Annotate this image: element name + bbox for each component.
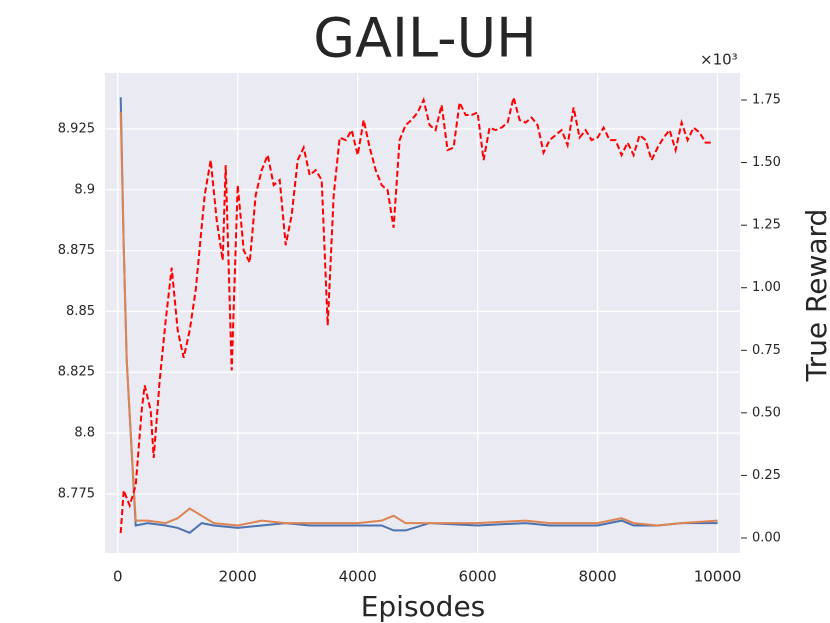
y2-tick-label: 0.00	[752, 530, 781, 545]
y-tick-label: 8.875	[58, 243, 95, 258]
y2-tick-label: 0.75	[752, 343, 781, 358]
y2-axis-label: True Reward	[800, 209, 830, 383]
y2-multiplier: ×10³	[700, 51, 738, 69]
plot-area	[105, 73, 740, 553]
chart-title: GAIL-UH	[313, 7, 536, 70]
data-line	[119, 97, 718, 534]
x-tick-label: 10000	[694, 568, 742, 586]
y2-tick-label: 1.00	[752, 280, 781, 295]
x-tick-label: 8000	[579, 568, 617, 586]
data-line	[119, 97, 712, 534]
x-tick-label: 2000	[219, 568, 257, 586]
data-line	[119, 111, 718, 527]
y-tick-label: 8.825	[58, 365, 95, 380]
y-tick-label: 8.85	[66, 304, 95, 319]
y-tick-label: 8.8	[74, 426, 95, 441]
y2-tick-label: 1.25	[752, 218, 781, 233]
y2-tick-label: 0.50	[752, 405, 781, 420]
y-tick-label: 8.925	[58, 121, 95, 136]
y-tick-label: 8.775	[58, 486, 95, 501]
x-axis-label: Episodes	[361, 590, 486, 623]
y2-tick-label: 1.50	[752, 155, 781, 170]
x-tick-label: 0	[113, 568, 123, 586]
x-tick-label: 4000	[339, 568, 377, 586]
x-tick-label: 6000	[459, 568, 497, 586]
y2-tick-label: 1.75	[752, 93, 781, 108]
y2-tick-label: 0.25	[752, 468, 781, 483]
y-tick-label: 8.9	[74, 182, 95, 197]
